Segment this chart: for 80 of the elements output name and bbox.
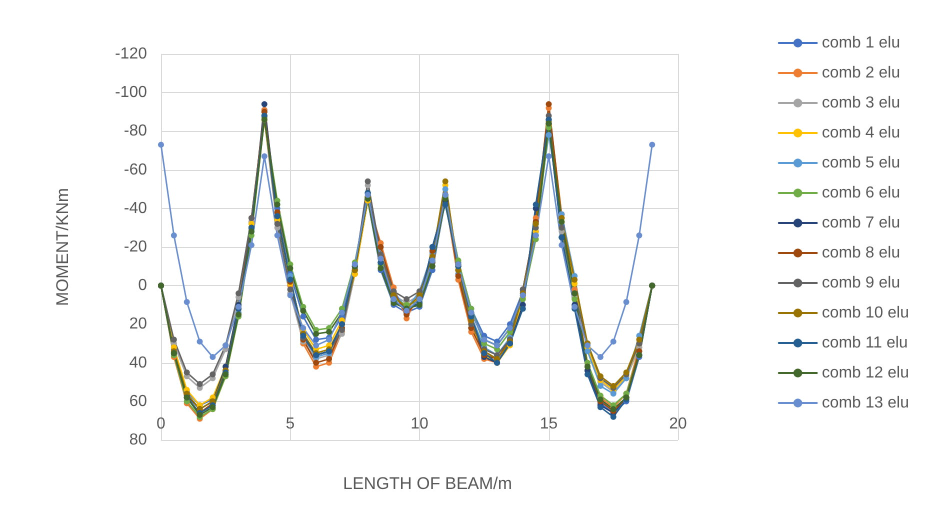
legend-label: comb 2 elu bbox=[822, 64, 900, 82]
point bbox=[170, 232, 177, 238]
point bbox=[636, 336, 642, 343]
legend-label: comb 12 elu bbox=[822, 364, 910, 382]
y-tick-label: -20 bbox=[124, 238, 148, 256]
point bbox=[326, 328, 332, 335]
point bbox=[313, 342, 320, 348]
point bbox=[210, 354, 216, 360]
point bbox=[610, 414, 616, 420]
point bbox=[313, 360, 320, 366]
point bbox=[261, 101, 268, 108]
point bbox=[287, 265, 294, 272]
y-tick-label: 80 bbox=[129, 432, 148, 448]
legend-label: comb 9 elu bbox=[822, 274, 900, 292]
point bbox=[274, 202, 280, 208]
legend-label: comb 6 elu bbox=[822, 184, 900, 202]
point bbox=[532, 202, 539, 208]
point bbox=[610, 338, 616, 345]
y-tick-label: 60 bbox=[129, 392, 148, 410]
point bbox=[313, 336, 320, 343]
x-tick-label: 10 bbox=[410, 416, 428, 432]
y-tick-label: -40 bbox=[124, 200, 148, 217]
point bbox=[404, 296, 410, 302]
legend-label: comb 13 elu bbox=[822, 394, 910, 412]
point bbox=[584, 371, 591, 378]
point bbox=[196, 381, 203, 388]
point bbox=[274, 220, 280, 227]
point bbox=[623, 299, 630, 306]
point bbox=[184, 369, 190, 376]
legend-label: comb 4 elu bbox=[822, 124, 900, 142]
y-axis-title: MOMENT/KNm bbox=[53, 188, 72, 306]
point bbox=[300, 313, 306, 320]
point bbox=[313, 330, 320, 337]
point bbox=[158, 142, 164, 148]
legend-label: comb 3 elu bbox=[822, 94, 900, 112]
point bbox=[170, 336, 177, 343]
point bbox=[546, 153, 552, 160]
point bbox=[236, 290, 242, 296]
legend-label: comb 5 elu bbox=[822, 154, 900, 172]
legend-label: comb 7 elu bbox=[822, 214, 900, 232]
point bbox=[274, 232, 280, 238]
x-tick-label: 20 bbox=[669, 416, 687, 432]
point bbox=[597, 354, 604, 360]
y-tick-label: 0 bbox=[138, 277, 148, 294]
y-tick-label: -120 bbox=[114, 46, 148, 62]
x-tick-label: 5 bbox=[286, 416, 295, 432]
legend-label: comb 1 elu bbox=[822, 34, 900, 52]
point bbox=[584, 348, 591, 354]
point bbox=[196, 338, 203, 345]
point bbox=[597, 382, 604, 389]
point bbox=[248, 242, 254, 248]
point bbox=[636, 232, 642, 238]
y-tick-label: -100 bbox=[114, 84, 148, 102]
y-tick-label: 20 bbox=[129, 316, 148, 333]
point bbox=[442, 202, 448, 208]
y-tick-label: 40 bbox=[129, 354, 148, 372]
point bbox=[326, 356, 332, 362]
x-tick-label: 15 bbox=[540, 416, 558, 432]
x-tick-label: 0 bbox=[156, 416, 166, 432]
legend-label: comb 8 elu bbox=[822, 244, 900, 262]
y-tick-label: -60 bbox=[124, 161, 148, 178]
point bbox=[300, 308, 306, 314]
point bbox=[210, 371, 216, 378]
legend-label: comb 11 elu bbox=[822, 334, 908, 352]
point bbox=[546, 101, 552, 108]
point bbox=[649, 142, 656, 148]
point bbox=[546, 132, 552, 138]
point bbox=[261, 153, 268, 160]
point bbox=[184, 299, 190, 306]
point bbox=[287, 286, 294, 292]
point bbox=[364, 178, 371, 184]
point bbox=[520, 306, 526, 312]
point bbox=[442, 178, 448, 184]
point bbox=[442, 186, 448, 192]
x-axis-title: LENGTH OF BEAM/m bbox=[343, 474, 512, 493]
point bbox=[572, 276, 578, 283]
legend-label: comb 10 elu bbox=[822, 304, 910, 322]
y-tick-label: -80 bbox=[124, 122, 148, 140]
point bbox=[378, 244, 384, 250]
point bbox=[558, 242, 565, 248]
